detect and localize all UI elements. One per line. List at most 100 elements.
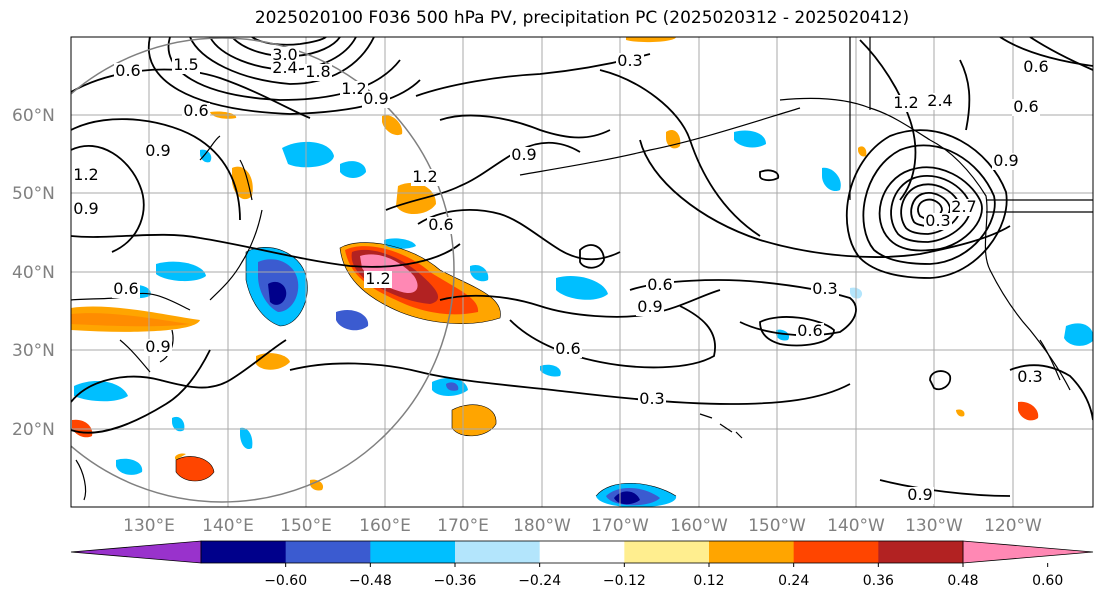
colorbar-tick-label: 0.24 <box>778 573 809 589</box>
contour-label-bg <box>340 81 368 98</box>
lon-label: 140°W <box>827 516 885 536</box>
contour-label-bg <box>271 60 299 77</box>
contour-label: 1.8 <box>305 62 330 81</box>
contour-label-bg <box>924 213 952 230</box>
lat-label: 20°N <box>12 420 55 440</box>
colorbar: −0.60 −0.48 −0.36 −0.24 −0.12 0.12 0.24 0.36 0.4… <box>70 540 1094 589</box>
contour-label-bg <box>892 95 920 112</box>
colorbar-tick-label: −0.48 <box>349 573 392 589</box>
contour-label-bg <box>811 281 839 298</box>
contour-label: 3.0 <box>272 45 297 64</box>
contour-label: 0.6 <box>428 215 453 234</box>
colorbar-segment <box>709 541 795 563</box>
colorbar-extension-high <box>962 540 1094 564</box>
contour-label-bg <box>144 339 172 356</box>
colorbar-segment <box>624 541 710 563</box>
contour-label-bg <box>144 143 172 160</box>
contour-label-bg <box>364 271 392 288</box>
latitude-labels: 60°N 50°N 40°N 30°N 20°N <box>12 106 55 440</box>
contour-label: 1.2 <box>893 93 918 112</box>
contour-label-bg <box>72 167 100 184</box>
contour-label: 1.2 <box>412 167 437 186</box>
contour-label: 0.9 <box>73 199 98 218</box>
contour-label-bg <box>1012 99 1040 116</box>
lon-label: 170°E <box>437 516 489 536</box>
contour-label: 0.3 <box>639 389 664 408</box>
contour-label-bg <box>1022 59 1050 76</box>
contour-label-bg <box>271 47 299 64</box>
contour-label: 2.4 <box>927 91 952 110</box>
colorbar-segment <box>285 541 371 563</box>
colorbar-segment <box>201 541 287 563</box>
contour-label-bg <box>906 487 934 504</box>
contour-label: 0.3 <box>1017 367 1042 386</box>
contour-label-bg <box>616 53 644 70</box>
contour-label: 0.6 <box>797 321 822 340</box>
colorbar-tick-label: 0.12 <box>693 573 724 589</box>
contour-label: 0.6 <box>113 279 138 298</box>
contour-label: 0.9 <box>145 141 170 160</box>
colorbar-segment <box>539 541 625 563</box>
contour-label-bg <box>427 217 455 234</box>
contour-label: 0.9 <box>637 297 662 316</box>
contour-label: 2.4 <box>272 58 297 77</box>
contour-label: 0.9 <box>993 151 1018 170</box>
contour-label-bg <box>72 201 100 218</box>
contour-label-bg <box>1016 369 1044 386</box>
colorbar-tick-label: −0.60 <box>264 573 307 589</box>
longitude-labels: 130°E 140°E 150°E 160°E 170°E 180°W 170°… <box>123 516 1042 536</box>
distance-circle <box>71 37 455 503</box>
contour-label: 0.9 <box>511 145 536 164</box>
colorbar-tick-label: 0.48 <box>947 573 978 589</box>
colorbar-segment <box>370 541 456 563</box>
lat-label: 40°N <box>12 263 55 283</box>
colorbar-segment <box>793 541 879 563</box>
colorbar-frame <box>200 540 964 564</box>
lon-label: 160°W <box>670 516 728 536</box>
contour-labels: 0.6 1.53.02.4 1.81.20.90.30.60.91.20.91.20… <box>72 45 1050 504</box>
contour-label: 0.9 <box>907 485 932 504</box>
contour-label-bg <box>638 391 666 408</box>
contour-label-bg <box>114 63 142 80</box>
lon-label: 150°E <box>280 516 332 536</box>
colorbar-extension-low <box>70 540 202 564</box>
plot-frame <box>70 36 1094 508</box>
contour-label: 0.3 <box>925 211 950 230</box>
contour-label: 0.3 <box>812 279 837 298</box>
contour-label-bg <box>304 64 332 81</box>
colorbar-tick-label: 0.36 <box>863 573 894 589</box>
contour-label-bg <box>646 277 674 294</box>
colorbar-segment <box>455 541 541 563</box>
contour-label-bg <box>926 93 954 110</box>
contour-label-bg <box>950 199 978 216</box>
contour-label: 1.2 <box>341 79 366 98</box>
lat-label: 30°N <box>12 341 55 361</box>
lon-label: 140°E <box>202 516 254 536</box>
contour-label-bg <box>992 153 1020 170</box>
contour-label: 0.6 <box>183 101 208 120</box>
contour-label: 1.2 <box>365 269 390 288</box>
lat-label: 50°N <box>12 184 55 204</box>
contour-label: 0.6 <box>1023 57 1048 76</box>
colorbar-tick-label: 0.60 <box>1032 573 1063 589</box>
contour-label-bg <box>796 323 824 340</box>
map-title: 2025020100 F036 500 hPa PV, precipitatio… <box>254 8 910 28</box>
contour-label-bg <box>172 57 200 74</box>
lon-label: 160°E <box>359 516 411 536</box>
contour-label: 1.2 <box>73 165 98 184</box>
colorbar-tick-label: −0.24 <box>518 573 561 589</box>
contour-label: 0.6 <box>555 339 580 358</box>
lon-label: 150°W <box>748 516 806 536</box>
colorbar-tick-label: −0.12 <box>603 573 646 589</box>
contour-label: 0.6 <box>115 61 140 80</box>
lon-label: 130°W <box>905 516 963 536</box>
lon-label: 130°E <box>123 516 175 536</box>
contour-label: 0.9 <box>363 89 388 108</box>
contour-label: 0.6 <box>647 275 672 294</box>
contour-label: 0.3 <box>617 51 642 70</box>
colorbar-tick-label: −0.36 <box>434 573 477 589</box>
lon-label: 180°W <box>513 516 571 536</box>
colorbar-segment <box>878 541 964 563</box>
contour-label-bg <box>636 299 664 316</box>
contour-label: 1.5 <box>173 55 198 74</box>
